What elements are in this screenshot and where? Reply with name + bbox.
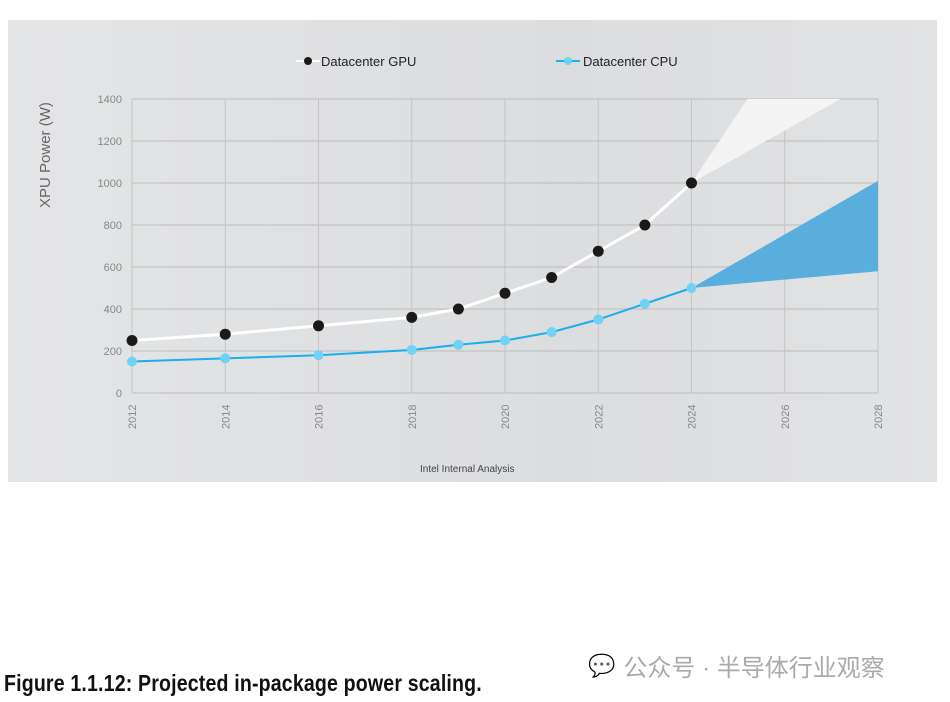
source-note: Intel Internal Analysis xyxy=(420,464,515,475)
watermark-text: 公众号 · 半导体行业观察 xyxy=(623,655,885,682)
wechat-icon: 💬 xyxy=(588,652,616,678)
series-line-0 xyxy=(131,181,693,342)
data-point-1 xyxy=(686,283,697,293)
projection-band-1 xyxy=(691,180,878,288)
data-point-0 xyxy=(219,328,231,340)
y-tick-label: 400 xyxy=(104,304,122,316)
data-point-1 xyxy=(453,339,464,350)
data-point-1 xyxy=(593,314,604,325)
y-tick-label: 1000 xyxy=(98,178,122,190)
data-point-1 xyxy=(500,335,510,346)
y-tick-label: 800 xyxy=(104,220,122,232)
data-point-0 xyxy=(499,287,511,299)
watermark: 💬 公众号 · 半导体行业观察 xyxy=(588,648,885,683)
y-axis-label: XPU Power (W) xyxy=(37,102,54,208)
y-tick-label: 600 xyxy=(104,262,122,274)
x-tick-label: 2020 xyxy=(500,405,512,429)
data-point-0 xyxy=(639,219,651,231)
data-point-1 xyxy=(220,353,231,364)
data-point-0 xyxy=(313,320,324,332)
legend-label: Datacenter GPU xyxy=(321,54,416,69)
x-tick-label: 2028 xyxy=(873,405,885,429)
legend-marker xyxy=(564,57,572,65)
data-point-1 xyxy=(639,298,650,309)
y-tick-label: 0 xyxy=(116,388,122,400)
data-point-0 xyxy=(452,303,464,315)
data-point-1 xyxy=(546,327,557,338)
x-tick-label: 2022 xyxy=(593,405,605,429)
x-tick-label: 2018 xyxy=(407,405,419,429)
y-tick-label: 1200 xyxy=(98,136,122,148)
y-tick-label: 1400 xyxy=(98,94,122,106)
x-tick-label: 2016 xyxy=(314,405,326,429)
series-line-1 xyxy=(131,287,692,363)
x-tick-label: 2026 xyxy=(780,405,792,429)
legend-marker xyxy=(304,57,312,65)
x-tick-label: 2024 xyxy=(687,405,699,429)
data-point-1 xyxy=(313,350,324,361)
data-point-0 xyxy=(686,177,697,189)
data-point-0 xyxy=(546,272,558,283)
data-point-1 xyxy=(406,344,417,355)
projection-band-0 xyxy=(691,99,841,183)
data-point-1 xyxy=(127,356,137,367)
data-point-0 xyxy=(126,335,138,346)
x-tick-label: 2012 xyxy=(127,405,139,429)
data-point-0 xyxy=(406,311,418,323)
figure-caption: Figure 1.1.12: Projected in-package powe… xyxy=(4,670,482,696)
x-tick-label: 2014 xyxy=(220,405,232,429)
y-tick-label: 200 xyxy=(104,346,122,358)
legend-label: Datacenter CPU xyxy=(583,54,678,69)
data-point-0 xyxy=(592,245,604,257)
